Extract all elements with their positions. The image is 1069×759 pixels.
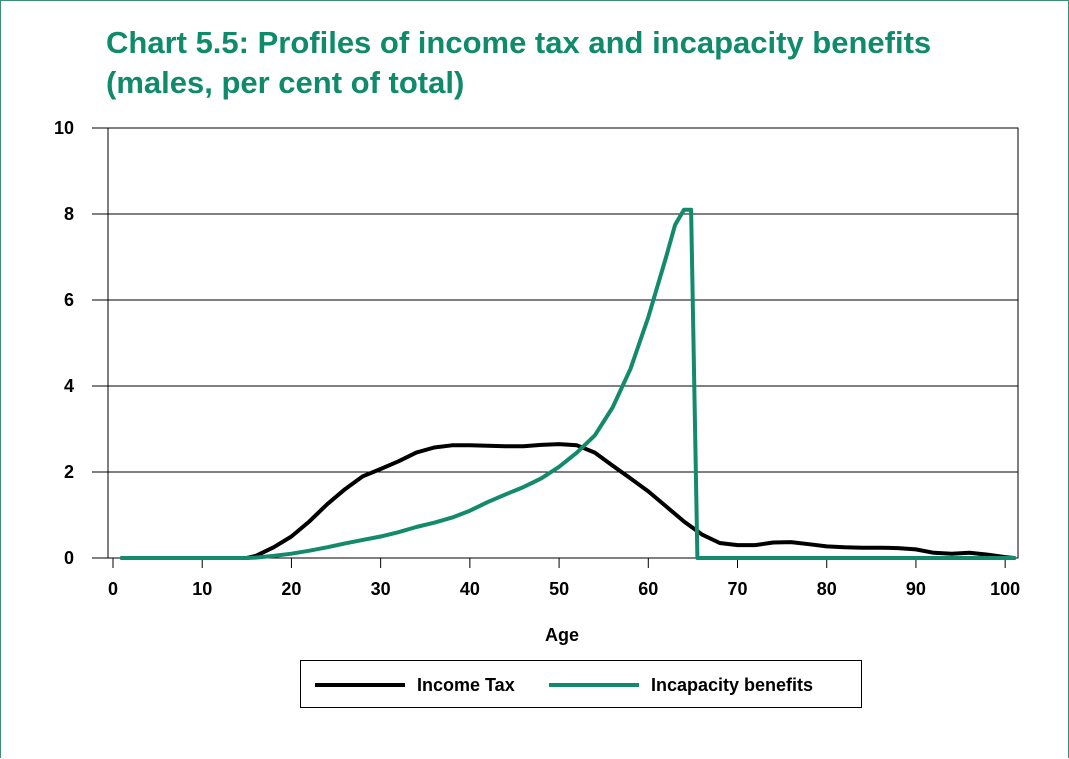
legend-label-incapacity-benefits: Incapacity benefits	[651, 674, 814, 695]
x-tick-label-40: 40	[460, 579, 480, 599]
x-tick-label-0: 0	[108, 579, 118, 599]
y-tick-label-0: 0	[64, 548, 74, 568]
y-tick-label-10: 10	[54, 118, 74, 138]
series-line-incapacity-benefits	[119, 207, 1017, 560]
x-tick-label-70: 70	[727, 579, 747, 599]
y-tick-label-2: 2	[64, 462, 74, 482]
x-tick-labels: 0 10 20 30 40 50 60 70 80 90 100	[108, 579, 1020, 599]
y-tick-labels: 0 2 4 6 8 10	[54, 118, 74, 568]
x-tick-label-10: 10	[192, 579, 212, 599]
y-tick-label-6: 6	[64, 290, 74, 310]
legend-item-incapacity-benefits: Incapacity benefits	[549, 661, 813, 709]
chart-title: Chart 5.5: Profiles of income tax and in…	[106, 23, 1006, 103]
x-tick-label-50: 50	[549, 579, 569, 599]
x-tick-label-30: 30	[371, 579, 391, 599]
legend-swatch-income-tax	[315, 683, 405, 687]
grid-lines	[108, 127, 1018, 473]
x-tick-label-80: 80	[817, 579, 837, 599]
legend-item-income-tax: Income Tax	[315, 661, 515, 709]
x-tick-label-90: 90	[906, 579, 926, 599]
legend-swatch-incapacity-benefits	[549, 683, 639, 687]
series-line-income-tax	[119, 442, 1017, 560]
legend: Income Tax Incapacity benefits	[300, 660, 862, 708]
x-tick-label-100: 100	[990, 579, 1020, 599]
x-tick-label-20: 20	[281, 579, 301, 599]
x-axis-label: Age	[545, 625, 579, 645]
series-lines	[119, 207, 1017, 560]
y-tick-label-4: 4	[64, 376, 74, 396]
plot-area	[107, 127, 1019, 559]
axes	[92, 127, 1019, 568]
chart-subtitle: (males, per cent of total)	[106, 65, 465, 100]
y-tick-label-8: 8	[64, 204, 74, 224]
chart-title-line1: Chart 5.5: Profiles of income tax and in…	[106, 25, 932, 60]
legend-label-income-tax: Income Tax	[417, 674, 515, 695]
x-tick-label-60: 60	[638, 579, 658, 599]
